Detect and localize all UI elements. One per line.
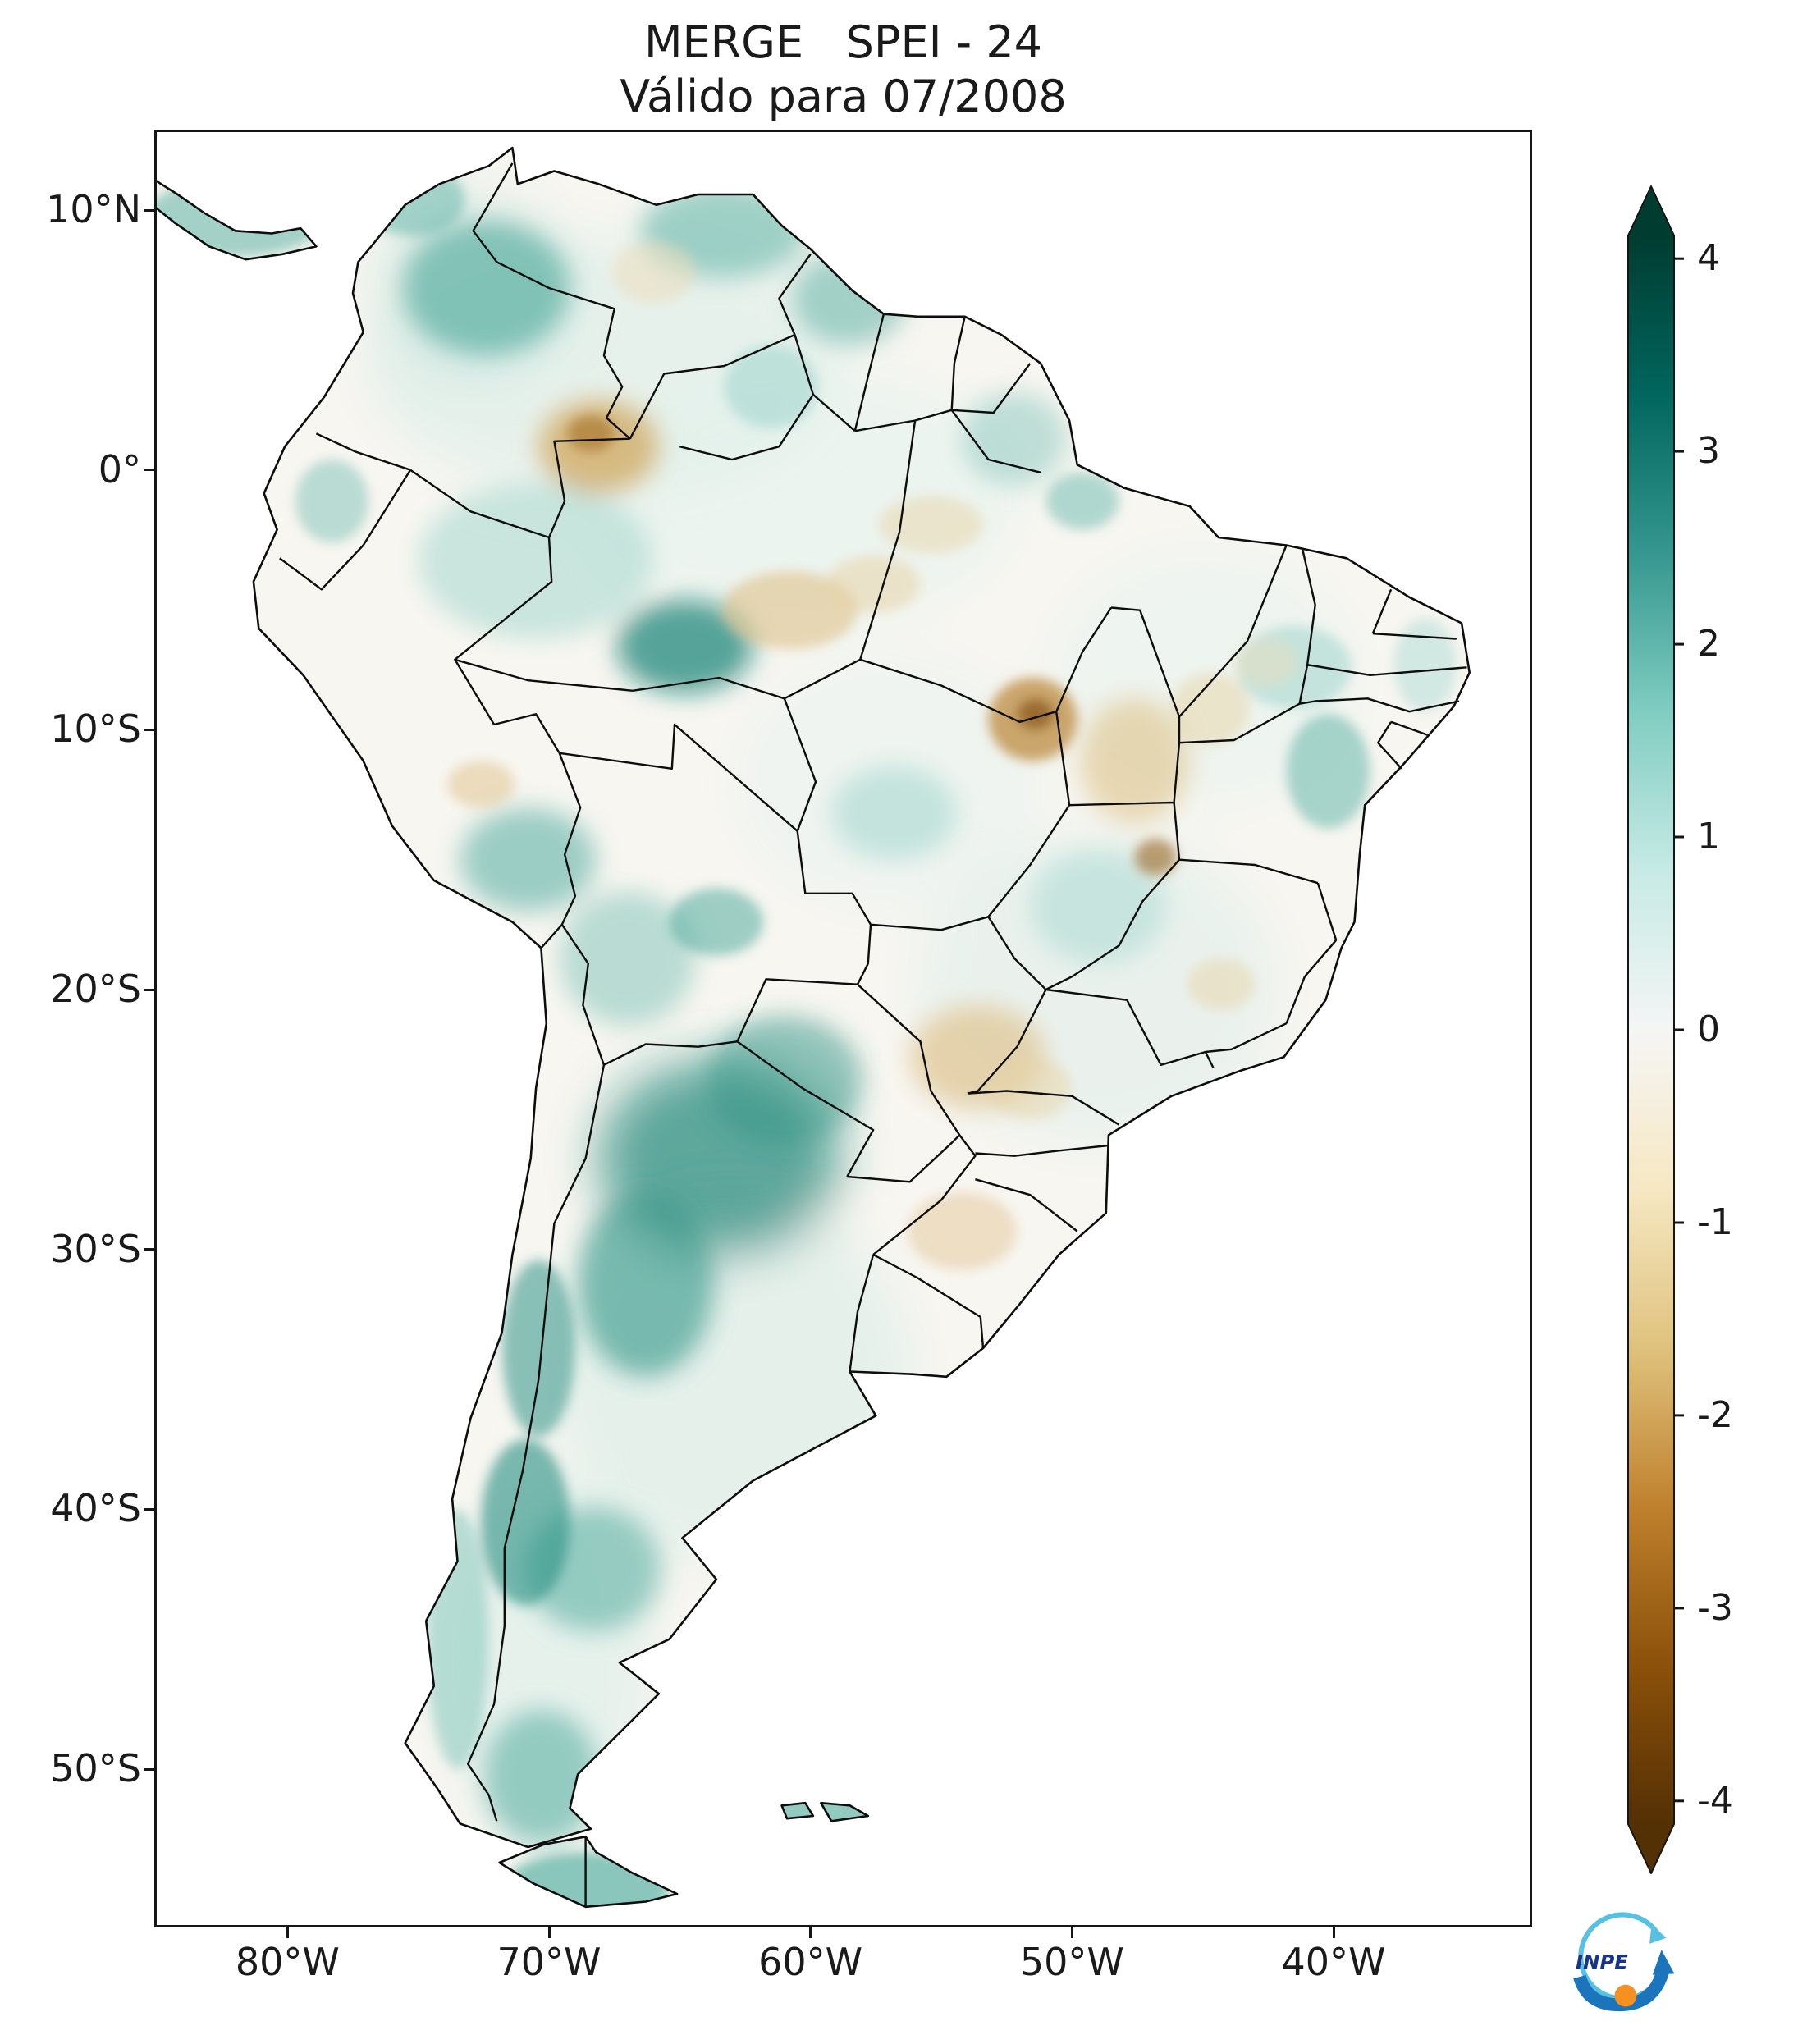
y-axis-tick [144,728,157,731]
y-axis-tick [144,208,157,212]
logo-main-arrowhead [1652,1950,1675,1975]
y-axis-tick-label: 40°S [50,1486,141,1531]
colorbar-tick-label: 2 [1697,623,1720,665]
y-axis-tick-label: 30°S [50,1226,141,1271]
x-axis-tick [1070,1925,1073,1938]
colorbar-tick-label: -3 [1697,1586,1733,1629]
colorbar-tick-label: 4 [1697,237,1720,280]
colorbar-tick-label: -1 [1697,1200,1733,1243]
x-axis-tick-label: 60°W [758,1940,863,1984]
y-axis-tick [144,1248,157,1251]
y-axis-tick [144,469,157,472]
inpe-logo-graphic: INPE [1573,1912,1675,2012]
logo-orange-dot [1614,1984,1637,2007]
inpe-logo: INPE [1562,1903,1681,2023]
colorbar: 4 3 2 1 0 -1 -2 -3 -4 [1627,185,1798,1874]
y-axis-tick-label: 10°S [50,706,141,752]
x-axis-tick-label: 50°W [1019,1940,1124,1984]
x-axis-tick [1332,1925,1335,1938]
colorbar-tick-label: 0 [1697,1008,1720,1050]
chart-title: MERGE SPEI - 24 [643,16,1043,68]
y-axis-tick-label: 10°N [46,187,141,232]
x-axis-tick-label: 80°W [235,1940,340,1984]
colorbar-tick-label: 1 [1697,816,1720,858]
colorbar-tick-label: 3 [1697,430,1720,473]
chart-subtitle: Válido para 07/2008 [620,71,1067,122]
y-axis-tick [144,1767,157,1771]
south-america-spei-map [157,146,1471,1909]
x-axis-tick-label: 70°W [496,1940,602,1984]
logo-swirl-arrowhead [1649,1924,1667,1944]
y-axis-tick [144,988,157,991]
y-axis-tick-label: 20°S [50,967,141,1012]
map-plot-area: INPE [154,130,1675,2012]
x-axis-tick-label: 40°W [1281,1940,1386,1984]
y-axis-tick-label: 0° [98,446,141,492]
x-axis-tick [547,1925,551,1938]
x-axis-tick [286,1925,289,1938]
x-axis-tick [809,1925,812,1938]
y-axis-tick-label: 50°S [50,1746,141,1791]
colorbar-tick-label: -2 [1697,1393,1733,1436]
inpe-logo-text: INPE [1576,1950,1628,1973]
y-axis-tick [144,1507,157,1511]
colorbar-gradient-bar [1627,185,1684,1874]
colorbar-tick-label: -4 [1697,1779,1733,1822]
